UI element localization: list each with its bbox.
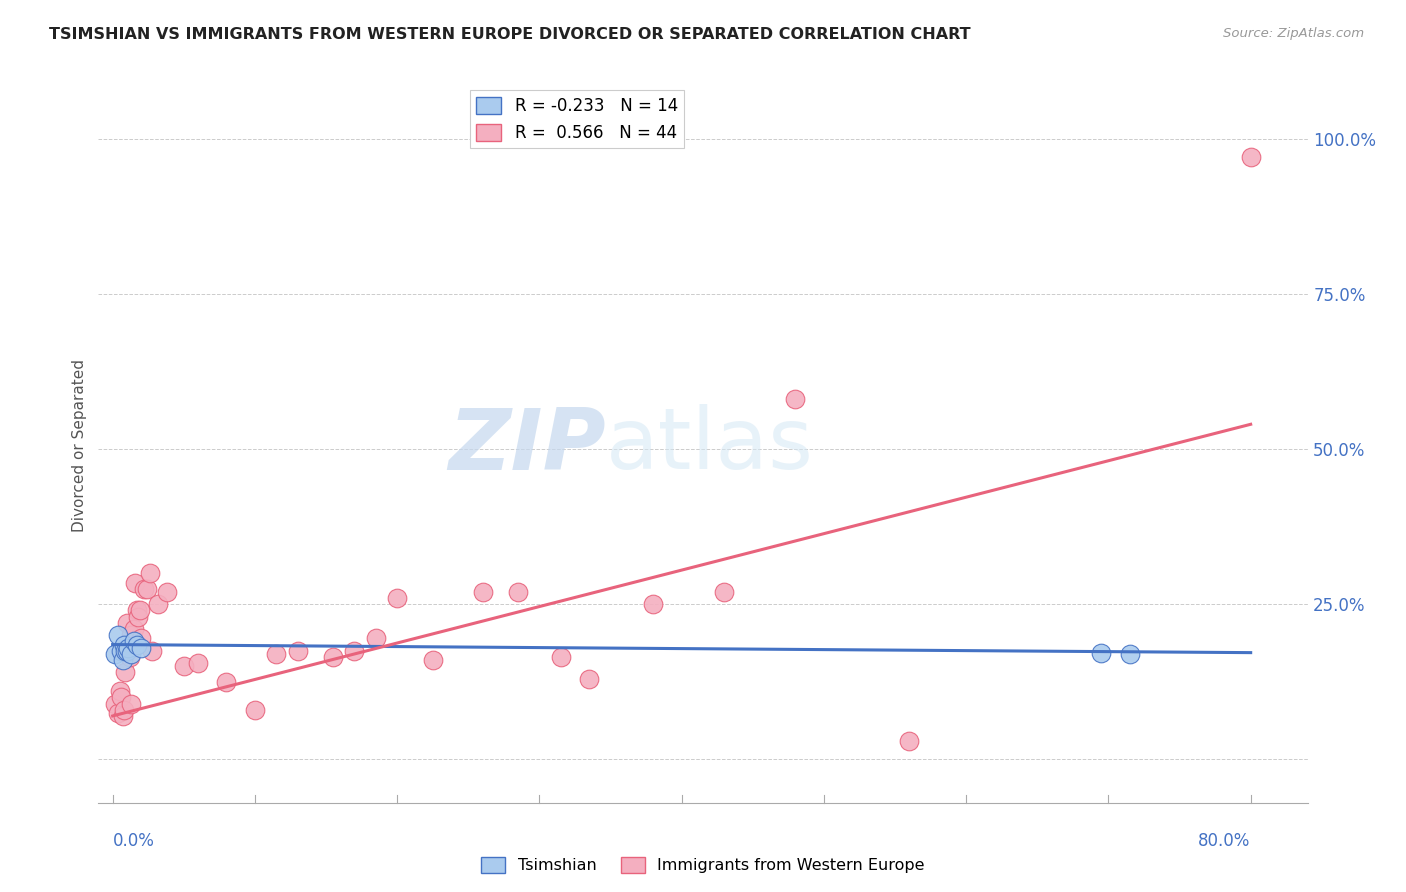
Point xyxy=(118,650,141,665)
Point xyxy=(135,582,157,596)
Point xyxy=(120,697,142,711)
Point xyxy=(115,644,138,658)
Point xyxy=(343,644,366,658)
Point xyxy=(713,584,735,599)
Point xyxy=(146,597,169,611)
Legend: R = -0.233   N = 14, R =  0.566   N = 44: R = -0.233 N = 14, R = 0.566 N = 44 xyxy=(470,90,685,148)
Point xyxy=(107,706,129,720)
Point xyxy=(124,575,146,590)
Point xyxy=(506,584,529,599)
Point xyxy=(1240,151,1263,165)
Point xyxy=(115,644,138,658)
Point xyxy=(120,647,142,661)
Text: atlas: atlas xyxy=(606,404,814,488)
Point xyxy=(122,634,145,648)
Point xyxy=(471,584,494,599)
Point xyxy=(422,653,444,667)
Point xyxy=(138,566,160,581)
Point xyxy=(1090,646,1112,660)
Point xyxy=(108,684,131,698)
Point xyxy=(128,603,150,617)
Point xyxy=(110,644,132,658)
Point xyxy=(898,733,921,747)
Point xyxy=(1119,647,1142,661)
Point xyxy=(785,392,807,407)
Point xyxy=(110,690,132,705)
Point xyxy=(111,653,134,667)
Point xyxy=(114,644,136,658)
Point xyxy=(129,640,152,655)
Text: 80.0%: 80.0% xyxy=(1198,832,1251,850)
Text: TSIMSHIAN VS IMMIGRANTS FROM WESTERN EUROPE DIVORCED OR SEPARATED CORRELATION CH: TSIMSHIAN VS IMMIGRANTS FROM WESTERN EUR… xyxy=(49,27,970,42)
Point xyxy=(112,638,135,652)
Point xyxy=(215,674,238,689)
Point xyxy=(550,650,572,665)
Point xyxy=(114,665,136,680)
Text: ZIP: ZIP xyxy=(449,404,606,488)
Point xyxy=(125,603,148,617)
Point xyxy=(243,703,266,717)
Point xyxy=(385,591,408,605)
Y-axis label: Divorced or Separated: Divorced or Separated xyxy=(72,359,87,533)
Point xyxy=(111,709,134,723)
Point xyxy=(120,628,142,642)
Point xyxy=(115,615,138,630)
Point xyxy=(322,650,344,665)
Text: 0.0%: 0.0% xyxy=(112,832,155,850)
Point xyxy=(141,644,163,658)
Point xyxy=(104,647,127,661)
Point xyxy=(129,632,152,646)
Point xyxy=(104,697,127,711)
Point xyxy=(112,703,135,717)
Point xyxy=(287,644,309,658)
Point xyxy=(125,638,148,652)
Text: Source: ZipAtlas.com: Source: ZipAtlas.com xyxy=(1223,27,1364,40)
Legend: Tsimshian, Immigrants from Western Europe: Tsimshian, Immigrants from Western Europ… xyxy=(475,850,931,880)
Point xyxy=(173,659,195,673)
Point xyxy=(364,632,387,646)
Point xyxy=(122,622,145,636)
Point xyxy=(187,656,209,670)
Point xyxy=(643,597,665,611)
Point xyxy=(132,582,155,596)
Point xyxy=(264,647,287,661)
Point xyxy=(117,640,139,655)
Point xyxy=(127,609,149,624)
Point xyxy=(156,584,179,599)
Point xyxy=(578,672,600,686)
Point xyxy=(107,628,129,642)
